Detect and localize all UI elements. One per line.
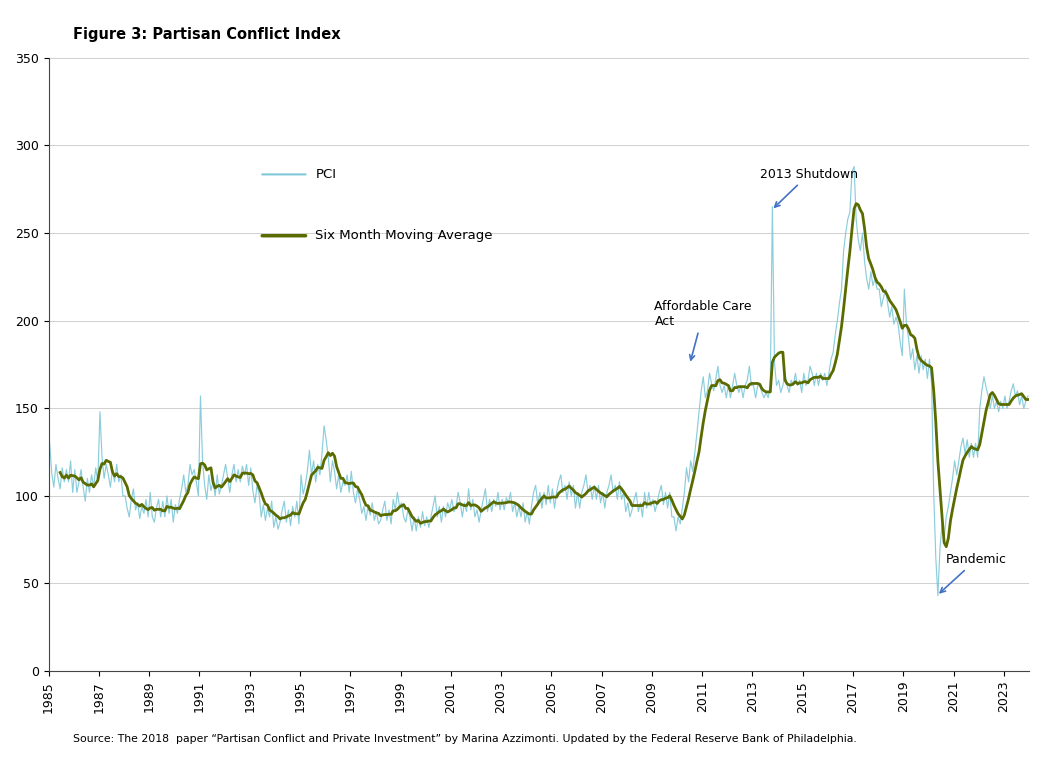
Text: Affordable Care
Act: Affordable Care Act (655, 299, 752, 360)
Text: Figure 3: Partisan Conflict Index: Figure 3: Partisan Conflict Index (73, 27, 340, 42)
Text: PCI: PCI (315, 168, 336, 181)
Text: Source: The 2018  paper “Partisan Conflict and Private Investment” by Marina Azz: Source: The 2018 paper “Partisan Conflic… (73, 735, 857, 744)
Text: Pandemic: Pandemic (941, 553, 1007, 593)
Text: Six Month Moving Average: Six Month Moving Average (315, 229, 493, 243)
Text: 2013 Shutdown: 2013 Shutdown (760, 168, 858, 207)
